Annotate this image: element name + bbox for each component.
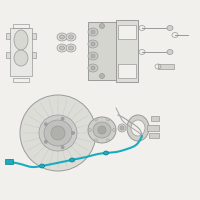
Ellipse shape — [88, 64, 98, 72]
Bar — [6, 52, 10, 58]
Bar — [118, 64, 136, 78]
Ellipse shape — [60, 46, 64, 50]
Bar — [10, 28, 32, 76]
Ellipse shape — [91, 66, 95, 70]
Ellipse shape — [61, 146, 64, 149]
Ellipse shape — [40, 164, 44, 168]
Ellipse shape — [91, 54, 95, 58]
Ellipse shape — [95, 118, 98, 121]
Ellipse shape — [57, 44, 67, 52]
Bar — [13, 78, 29, 82]
Bar — [158, 64, 174, 69]
Ellipse shape — [88, 28, 98, 36]
Bar — [6, 33, 10, 39]
Ellipse shape — [167, 49, 173, 54]
Bar — [5, 159, 13, 164]
Bar — [13, 24, 29, 28]
Bar — [116, 20, 138, 82]
Ellipse shape — [100, 73, 104, 78]
Ellipse shape — [91, 30, 95, 34]
Bar — [151, 116, 159, 121]
Ellipse shape — [68, 35, 74, 39]
Ellipse shape — [98, 126, 106, 134]
Ellipse shape — [120, 126, 124, 130]
Ellipse shape — [51, 126, 65, 140]
Ellipse shape — [88, 117, 116, 143]
Ellipse shape — [20, 95, 96, 171]
Bar — [149, 133, 159, 138]
Ellipse shape — [44, 120, 72, 146]
Ellipse shape — [60, 35, 64, 39]
Ellipse shape — [72, 132, 74, 134]
Ellipse shape — [88, 52, 98, 60]
Ellipse shape — [61, 117, 64, 120]
Ellipse shape — [44, 123, 47, 126]
Ellipse shape — [95, 139, 98, 142]
Bar — [118, 25, 136, 39]
Ellipse shape — [91, 42, 95, 46]
Ellipse shape — [8, 160, 12, 164]
Ellipse shape — [112, 129, 116, 132]
Ellipse shape — [100, 23, 104, 28]
Ellipse shape — [106, 139, 110, 142]
Ellipse shape — [14, 30, 28, 50]
Ellipse shape — [70, 158, 74, 162]
Ellipse shape — [106, 118, 110, 121]
Ellipse shape — [93, 122, 111, 138]
Ellipse shape — [118, 124, 126, 132]
Bar — [88, 22, 116, 80]
Ellipse shape — [104, 151, 108, 155]
Ellipse shape — [131, 120, 145, 136]
Ellipse shape — [66, 44, 76, 52]
Ellipse shape — [167, 25, 173, 30]
Ellipse shape — [66, 33, 76, 41]
Ellipse shape — [88, 40, 98, 48]
Ellipse shape — [68, 46, 74, 50]
Ellipse shape — [39, 115, 77, 151]
Ellipse shape — [44, 140, 47, 143]
Bar — [32, 52, 36, 58]
Ellipse shape — [57, 33, 67, 41]
Bar — [32, 33, 36, 39]
Ellipse shape — [14, 50, 28, 66]
Ellipse shape — [127, 115, 149, 141]
Bar — [147, 125, 159, 131]
Ellipse shape — [88, 129, 92, 132]
